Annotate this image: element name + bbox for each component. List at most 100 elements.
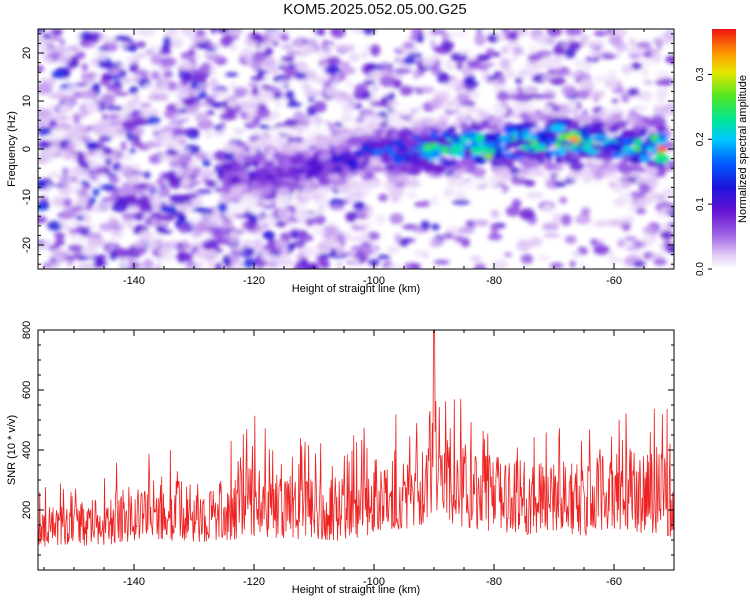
- heatmap-cell: [197, 91, 208, 99]
- heatmap-cell: [207, 261, 215, 268]
- heatmap-cell: [535, 50, 553, 58]
- heatmap-cell: [139, 202, 155, 214]
- heatmap-cell: [557, 146, 567, 156]
- heatmap-cell: [525, 65, 541, 74]
- heatmap-cell: [293, 189, 300, 195]
- heatmap-cell: [368, 70, 385, 81]
- heatmap-cell: [519, 208, 535, 220]
- heatmap-cell: [584, 162, 596, 167]
- heatmap-cell: [223, 170, 235, 175]
- heatmap-cell: [611, 98, 619, 104]
- heatmap-cell: [290, 163, 304, 168]
- heatmap-cell: [357, 214, 369, 220]
- heatmap-cell: [339, 61, 351, 68]
- heatmap-cell: [286, 50, 294, 56]
- heatmap-cell: [234, 214, 250, 219]
- heatmap-cell: [456, 160, 464, 169]
- heatmap-cell: [274, 221, 287, 228]
- heatmap-cell: [601, 54, 617, 59]
- heatmap-cell: [67, 244, 83, 253]
- heatmap-cell: [261, 254, 277, 261]
- heatmap-cell: [598, 111, 606, 119]
- heatmap-cell: [379, 75, 397, 88]
- heatmap-cell: [587, 127, 599, 136]
- y-tick-label: 0: [21, 146, 33, 152]
- heatmap-cell: [80, 227, 91, 232]
- heatmap-cell: [450, 52, 468, 63]
- heatmap-cell: [317, 129, 332, 136]
- heatmap-cell: [370, 100, 387, 107]
- heatmap-cell: [654, 139, 667, 145]
- heatmap-cell: [120, 141, 127, 151]
- heatmap-cell: [335, 260, 344, 269]
- heatmap-cell: [454, 190, 467, 202]
- heatmap-cell: [655, 38, 663, 51]
- heatmap-cell: [529, 236, 543, 247]
- heatmap-cell: [47, 171, 63, 179]
- heatmap-cell: [243, 161, 252, 169]
- heatmap-cell: [38, 215, 48, 224]
- x-tick-label: -140: [123, 576, 145, 588]
- heatmap-cell: [362, 143, 372, 153]
- heatmap-cell: [364, 118, 371, 124]
- heatmap-cell: [456, 149, 466, 158]
- heatmap-cell: [210, 29, 217, 34]
- heatmap-cell: [546, 29, 562, 37]
- heatmap-cell: [182, 166, 195, 176]
- heatmap-cell: [579, 262, 586, 269]
- heatmap-cell: [324, 65, 342, 75]
- heatmap-cell: [411, 127, 423, 135]
- heatmap-cell: [162, 187, 171, 195]
- heatmap-cell: [154, 265, 162, 269]
- y-tick-label: -20: [21, 237, 33, 253]
- heatmap-cell: [663, 102, 674, 115]
- heatmap-cell: [263, 40, 275, 45]
- heatmap-cell: [101, 166, 111, 174]
- x-tick-label: -80: [486, 576, 502, 588]
- heatmap-cell: [412, 29, 420, 39]
- heatmap-cell: [379, 62, 390, 68]
- y-tick-label: 10: [21, 95, 33, 107]
- heatmap-cell: [59, 39, 66, 46]
- heatmap-cell: [250, 33, 263, 42]
- heatmap-cell: [492, 151, 505, 158]
- heatmap-cell: [576, 113, 586, 119]
- heatmap-cell: [217, 202, 228, 213]
- heatmap-cell: [646, 129, 657, 135]
- colorbar-gradient: [712, 29, 736, 269]
- heatmap-cell: [75, 196, 88, 207]
- heatmap-cell: [47, 52, 62, 59]
- heatmap-cell: [585, 55, 600, 63]
- heatmap-cell: [487, 233, 503, 241]
- heatmap-cell: [273, 61, 289, 66]
- heatmap-cell: [276, 197, 286, 203]
- heatmap-cell: [606, 29, 614, 36]
- heatmap-cell: [419, 117, 433, 125]
- heatmap-cell: [362, 124, 375, 132]
- heatmap-cell: [275, 127, 292, 133]
- heatmap-cell: [182, 203, 191, 209]
- heatmap-peak: [483, 153, 493, 160]
- heatmap-cell: [217, 29, 228, 34]
- heatmap-cell: [152, 94, 167, 100]
- heatmap-cell: [386, 114, 402, 120]
- heatmap-cell: [643, 80, 654, 85]
- heatmap-cell: [99, 79, 111, 86]
- heatmap-cell: [474, 34, 486, 46]
- colorbar-label: Normalized spectral amplitude: [737, 75, 749, 223]
- heatmap-xlabel: Height of straight line (km): [292, 283, 420, 295]
- colorbar-tick-label: 0.3: [695, 67, 706, 81]
- heatmap-cell: [211, 228, 225, 239]
- heatmap-cell: [442, 232, 455, 240]
- heatmap-cell: [402, 57, 417, 65]
- heatmap-cell: [421, 56, 435, 68]
- heatmap-cell: [178, 222, 189, 234]
- heatmap-cell: [179, 117, 190, 123]
- heatmap-cell: [196, 83, 214, 88]
- heatmap-cell: [53, 232, 66, 239]
- heatmap-cell: [602, 143, 612, 150]
- heatmap-peak: [657, 146, 667, 152]
- heatmap-cell: [276, 80, 291, 86]
- heatmap-cell: [367, 180, 381, 186]
